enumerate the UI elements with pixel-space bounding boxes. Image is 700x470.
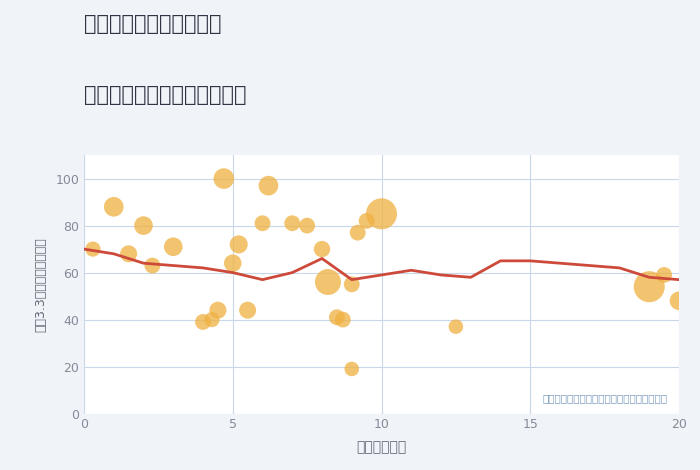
Point — [346, 365, 357, 373]
Point — [331, 313, 342, 321]
Point — [346, 281, 357, 288]
Point — [233, 241, 244, 248]
Text: 駅距離別中古マンション価格: 駅距離別中古マンション価格 — [84, 85, 246, 105]
Point — [450, 323, 461, 330]
Point — [108, 203, 119, 211]
Point — [361, 217, 372, 225]
X-axis label: 駅距離（分）: 駅距離（分） — [356, 440, 407, 454]
Point — [376, 210, 387, 218]
Point — [242, 306, 253, 314]
Point — [212, 306, 223, 314]
Point — [659, 271, 670, 279]
Point — [88, 245, 99, 253]
Point — [352, 229, 363, 236]
Text: 円の大きさは、取引のあった物件面積を示す: 円の大きさは、取引のあった物件面積を示す — [542, 393, 667, 403]
Point — [673, 297, 685, 305]
Point — [138, 222, 149, 229]
Point — [168, 243, 179, 251]
Point — [337, 316, 349, 323]
Point — [197, 318, 209, 326]
Point — [316, 245, 328, 253]
Point — [218, 175, 230, 182]
Y-axis label: 坪（3.3㎡）単価（万円）: 坪（3.3㎡）単価（万円） — [34, 237, 47, 332]
Point — [206, 316, 218, 323]
Point — [322, 278, 333, 286]
Point — [147, 262, 158, 269]
Point — [287, 219, 298, 227]
Point — [644, 283, 655, 290]
Point — [263, 182, 274, 189]
Point — [123, 250, 134, 258]
Text: 三重県松阪市上七見町の: 三重県松阪市上七見町の — [84, 14, 221, 34]
Point — [302, 222, 313, 229]
Point — [227, 259, 238, 267]
Point — [257, 219, 268, 227]
